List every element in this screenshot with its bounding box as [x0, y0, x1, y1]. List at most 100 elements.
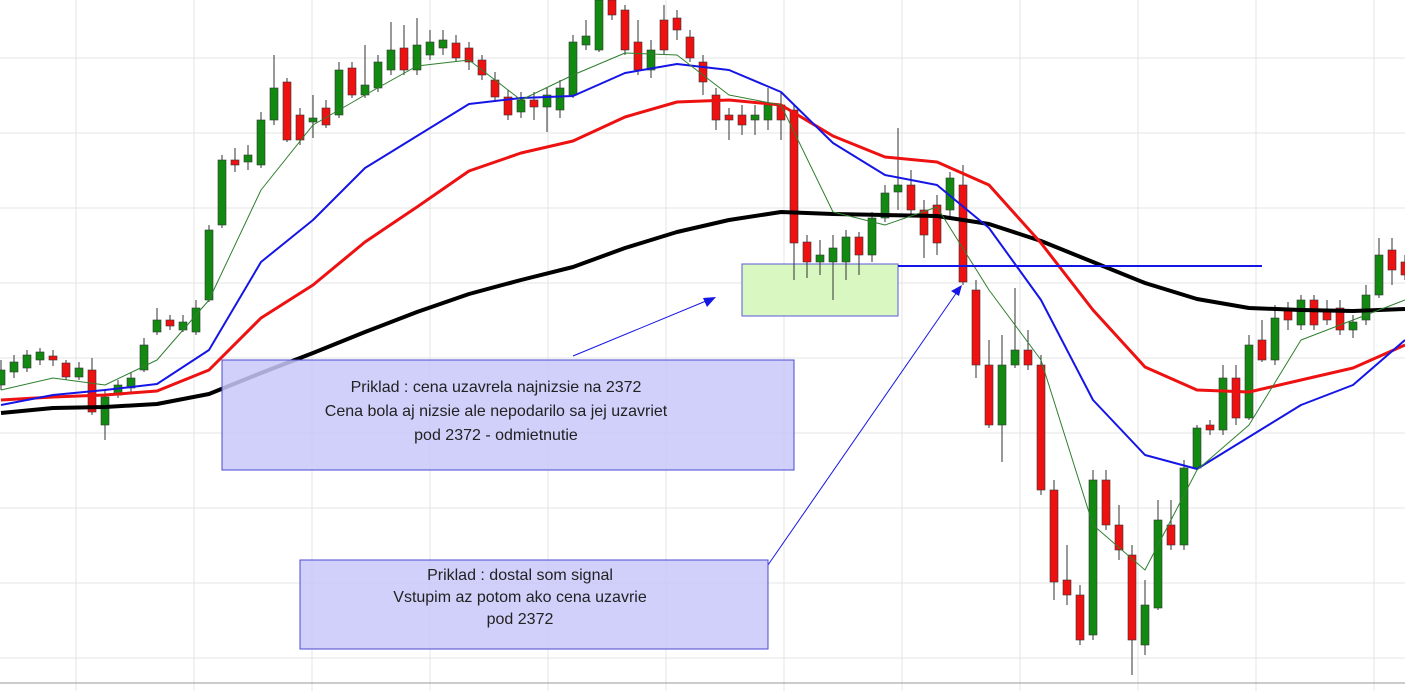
moving-average-line — [0, 52, 1405, 571]
candle-body — [178, 321, 188, 331]
candle-body — [321, 107, 331, 126]
annotation-text: pod 2372 - odmietnutie — [414, 427, 578, 444]
candle-body — [698, 61, 708, 83]
candle-body — [737, 114, 747, 126]
candle-body — [464, 47, 474, 63]
candle-body — [412, 44, 422, 71]
candle-body — [1361, 294, 1371, 321]
candle-body — [997, 364, 1007, 426]
candle-body — [1296, 299, 1306, 326]
candle-body — [1192, 427, 1202, 469]
candle-body — [295, 114, 305, 141]
candle-body — [880, 192, 890, 219]
candle-body — [1374, 254, 1384, 296]
candle-body — [1387, 249, 1397, 271]
candle-body — [854, 236, 864, 256]
candle-body — [1127, 554, 1137, 641]
annotation-text: pod 2372 — [487, 611, 554, 628]
candle-body — [607, 0, 617, 16]
candle-body — [1153, 519, 1163, 609]
candle-body — [906, 184, 916, 211]
candle-body — [685, 36, 695, 59]
candle-body — [555, 87, 565, 111]
candle-body — [1062, 579, 1072, 596]
candle-body — [1400, 261, 1405, 276]
candle-body — [152, 319, 162, 333]
candle-body — [1010, 349, 1020, 366]
candle-body — [1166, 524, 1176, 546]
candle-body — [893, 184, 903, 193]
annotations: Priklad : cena uzavrela najnizsie na 237… — [221, 285, 962, 650]
candle-body — [217, 159, 227, 226]
candle-body — [763, 104, 773, 121]
candle-body — [724, 114, 734, 121]
candle-body — [256, 119, 266, 166]
candle-body — [243, 154, 253, 163]
candle-body — [1179, 467, 1189, 546]
candle-body — [945, 177, 955, 211]
candle-body — [74, 367, 84, 378]
marks — [0, 0, 1405, 675]
candle-body — [841, 236, 851, 263]
candle-body — [22, 354, 32, 369]
candle-body — [204, 229, 214, 301]
candle-body — [1244, 344, 1254, 419]
candle-body — [529, 99, 539, 108]
annotation-text: Cena bola aj nizsie ale nepodarilo sa je… — [325, 403, 668, 420]
candle-body — [750, 114, 760, 121]
candle-body — [1270, 317, 1280, 361]
candle-body — [867, 217, 877, 256]
annotation-text: Vstupim az potom ako cena uzavrie — [393, 589, 647, 606]
candle-body — [958, 184, 968, 283]
candle-body — [1348, 321, 1358, 331]
candle-body — [971, 289, 981, 366]
candle-body — [9, 361, 19, 373]
candle-body — [789, 109, 799, 244]
candle-body — [100, 396, 110, 426]
candle-body — [516, 99, 526, 113]
candle-body — [711, 94, 721, 121]
candle-body — [594, 0, 604, 51]
candle-body — [35, 351, 45, 361]
candle-body — [828, 247, 838, 263]
candle-body — [1049, 489, 1059, 583]
candle-body — [1218, 377, 1228, 431]
candle-body — [438, 39, 448, 49]
candle-body — [1205, 424, 1215, 431]
candle-body — [451, 42, 461, 59]
candle-body — [659, 19, 669, 51]
candle-body — [48, 355, 58, 361]
candle-body — [932, 204, 942, 244]
candle-body — [1088, 479, 1098, 636]
candle-body — [1023, 349, 1033, 366]
candle-body — [1257, 339, 1267, 361]
candle-body — [165, 319, 175, 327]
candle-body — [308, 117, 318, 123]
candle-body — [984, 364, 994, 426]
candle-body — [1309, 299, 1319, 326]
annotation-text: Priklad : dostal som signal — [427, 567, 613, 584]
candle-body — [347, 67, 357, 96]
candle-body — [919, 209, 929, 236]
candle-body — [282, 81, 292, 141]
candle-body — [542, 94, 552, 108]
candle-body — [620, 9, 630, 51]
moving-average-line — [0, 63, 1405, 470]
candle-body — [139, 344, 149, 371]
candle-body — [373, 61, 383, 89]
candle-body — [1114, 524, 1124, 551]
candle-body — [269, 87, 279, 121]
candle-body — [1036, 364, 1046, 491]
candle-body — [581, 35, 591, 46]
candle-body — [815, 254, 825, 263]
candle-body — [334, 69, 344, 116]
annotation-text: Priklad : cena uzavrela najnizsie na 237… — [351, 379, 642, 396]
candle-body — [399, 47, 409, 71]
candle-body — [230, 159, 240, 166]
candle-body — [0, 369, 6, 386]
candle-body — [802, 241, 812, 263]
annotation-box — [299, 559, 769, 650]
candle-body — [503, 96, 513, 116]
candle-body — [633, 41, 643, 71]
